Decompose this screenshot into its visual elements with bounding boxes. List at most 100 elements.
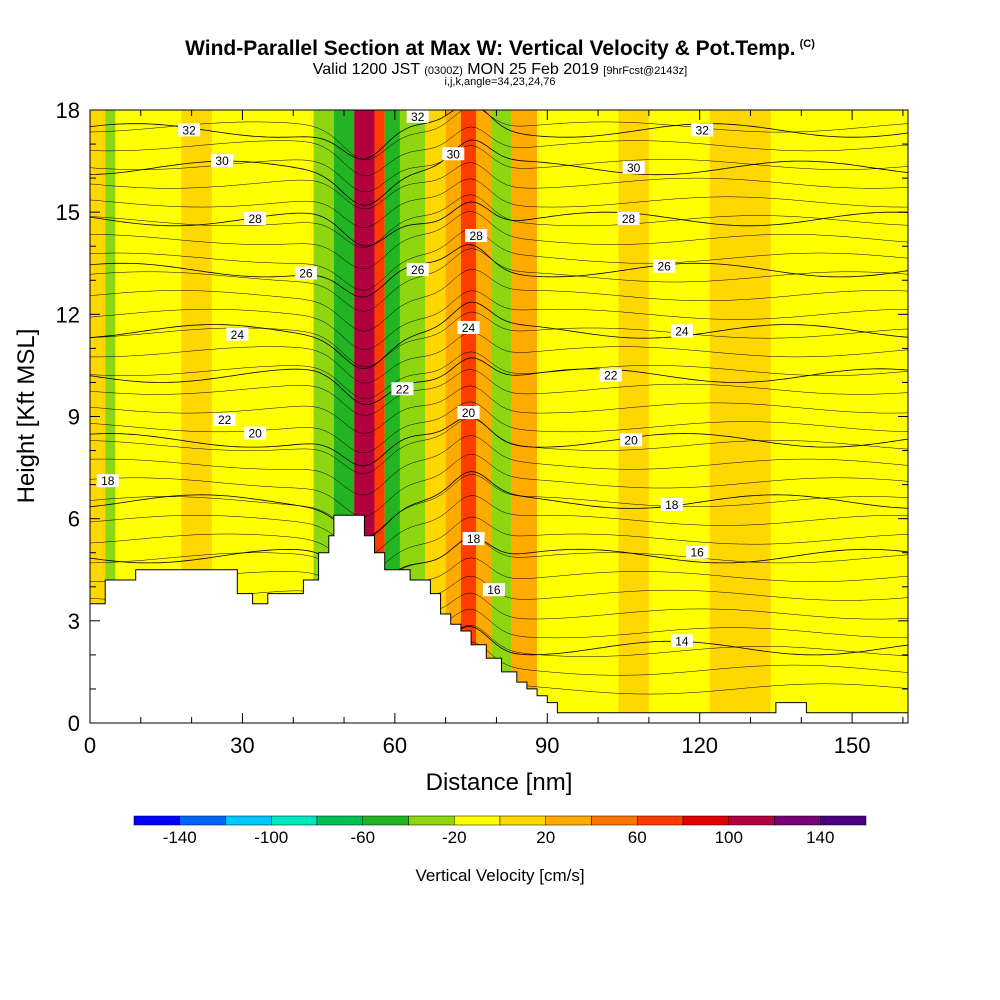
y-tick-label: 15 bbox=[56, 200, 80, 225]
velocity-band-8 bbox=[374, 110, 385, 723]
isentrope-minor bbox=[90, 211, 908, 270]
contour-label-bg bbox=[226, 327, 249, 341]
colorbar-swatch bbox=[179, 815, 226, 826]
contour-label-24: 24 bbox=[675, 324, 689, 338]
y-tick-label: 6 bbox=[68, 507, 80, 532]
contour-label-bg bbox=[653, 259, 676, 273]
contour-label-32: 32 bbox=[411, 110, 425, 124]
colorbar-tick-label: 20 bbox=[536, 828, 555, 847]
isentrope-16 bbox=[90, 536, 908, 588]
contour-label-22: 22 bbox=[604, 369, 618, 383]
contour-label-18: 18 bbox=[467, 532, 481, 546]
contour-label-bg bbox=[599, 368, 622, 382]
x-tick-label: 60 bbox=[383, 733, 407, 758]
contour-label-bg bbox=[457, 406, 480, 420]
contour-label-30: 30 bbox=[447, 147, 461, 161]
x-axis: 0 30 60 90 120 150 bbox=[84, 110, 904, 758]
velocity-band-18 bbox=[618, 110, 649, 723]
colorbar-swatch bbox=[637, 815, 684, 826]
contour-label-32: 32 bbox=[696, 123, 710, 137]
contour-label-30: 30 bbox=[215, 154, 229, 168]
contour-label-bg bbox=[670, 634, 693, 648]
x-tick-label: 150 bbox=[834, 733, 871, 758]
valid-time: Valid 1200 JST bbox=[312, 61, 420, 78]
contour-label-bg bbox=[620, 433, 643, 447]
colorbar-swatch bbox=[271, 815, 318, 826]
contour-labels: 14 16 16 18 18 18 20 20 20 22 22 22 24 24 24 26 26 26 28 28… bbox=[96, 109, 714, 648]
y-tick-label: 12 bbox=[56, 302, 80, 327]
isentrope-22 bbox=[90, 357, 908, 405]
isentrope-minor bbox=[90, 178, 908, 228]
colorbar-swatch bbox=[133, 815, 180, 826]
colorbar: -140 -100 -60 -20 20 60 100 140 bbox=[133, 815, 867, 847]
contour-label-bg bbox=[244, 211, 267, 225]
colorbar-swatch bbox=[591, 815, 638, 826]
x-tick-label: 30 bbox=[230, 733, 254, 758]
isentrope-minor bbox=[90, 516, 908, 574]
contour-label-bg bbox=[462, 532, 485, 546]
chart-subtitle: Valid 1200 JST (0300Z) MON 25 Feb 2019 [… bbox=[0, 61, 1000, 79]
contour-label-bg bbox=[660, 498, 683, 512]
terrain-mask bbox=[89, 514, 909, 724]
valid-date: MON 25 Feb 2019 bbox=[467, 61, 599, 78]
x-axis-label: Distance [nm] bbox=[426, 769, 573, 796]
colorbar-swatch bbox=[545, 815, 592, 826]
isentrope-18 bbox=[90, 471, 908, 539]
colorbar-swatch bbox=[454, 815, 501, 826]
contour-label-18: 18 bbox=[665, 498, 679, 512]
isentrope-minor bbox=[90, 351, 908, 400]
velocity-band-20 bbox=[709, 110, 771, 723]
isentrope-minor bbox=[90, 248, 908, 312]
velocity-band-17 bbox=[537, 110, 619, 723]
contour-label-20: 20 bbox=[624, 433, 638, 447]
velocity-band-19 bbox=[648, 110, 710, 723]
colorbar-tick-label: 100 bbox=[715, 828, 743, 847]
colorbar-swatch bbox=[362, 815, 409, 826]
velocity-band-11 bbox=[425, 110, 446, 723]
valid-utc: (0300Z) bbox=[424, 65, 463, 77]
contour-label-26: 26 bbox=[299, 266, 313, 280]
contour-label-32: 32 bbox=[182, 123, 196, 137]
isentrope-minor bbox=[90, 495, 908, 557]
contour-label-bg bbox=[457, 320, 480, 334]
colorbar-swatch bbox=[682, 815, 729, 826]
colorbar-label: Vertical Velocity [cm/s] bbox=[415, 866, 584, 885]
section-indices: i,j,k,angle=34,23,24,76 bbox=[444, 76, 556, 88]
colorbar-swatch bbox=[408, 815, 455, 826]
contour-label-bg bbox=[442, 147, 465, 161]
contour-label-bg bbox=[213, 412, 236, 426]
colorbar-tick-label: 60 bbox=[628, 828, 647, 847]
contour-label-bg bbox=[670, 324, 693, 338]
colorbar-swatch bbox=[499, 815, 546, 826]
isentrope-minor bbox=[90, 385, 908, 434]
isentrope-minor bbox=[90, 228, 908, 291]
x-tick-label: 90 bbox=[535, 733, 559, 758]
contour-label-bg bbox=[211, 154, 234, 168]
contour-label-bg bbox=[691, 123, 714, 137]
isentrope-minor bbox=[90, 401, 908, 454]
isentrope-minor bbox=[90, 194, 908, 248]
contour-label-bg bbox=[482, 583, 505, 597]
contour-label-bg bbox=[617, 211, 640, 225]
isentrope-minor bbox=[90, 290, 908, 350]
isentrope-minor bbox=[90, 268, 908, 332]
colorbar-swatch bbox=[774, 815, 821, 826]
y-tick-label: 0 bbox=[68, 711, 80, 736]
contour-label-bg bbox=[244, 426, 267, 440]
isentrope-minor bbox=[90, 162, 908, 210]
contour-label-bg bbox=[686, 545, 709, 559]
contour-label-28: 28 bbox=[469, 229, 483, 243]
x-tick-label: 120 bbox=[681, 733, 718, 758]
contour-label-24: 24 bbox=[462, 321, 476, 335]
contour-label-26: 26 bbox=[411, 263, 425, 277]
velocity-band-14 bbox=[476, 110, 492, 723]
x-tick-label: 0 bbox=[84, 733, 96, 758]
isentrope-minor bbox=[90, 417, 908, 474]
contour-label-16: 16 bbox=[690, 546, 704, 560]
isentrope-minor bbox=[90, 474, 908, 538]
contour-label-22: 22 bbox=[218, 413, 232, 427]
colorbar-tick-label: -20 bbox=[442, 828, 467, 847]
contour-label-bg bbox=[294, 266, 317, 280]
contour-label-22: 22 bbox=[396, 382, 410, 396]
